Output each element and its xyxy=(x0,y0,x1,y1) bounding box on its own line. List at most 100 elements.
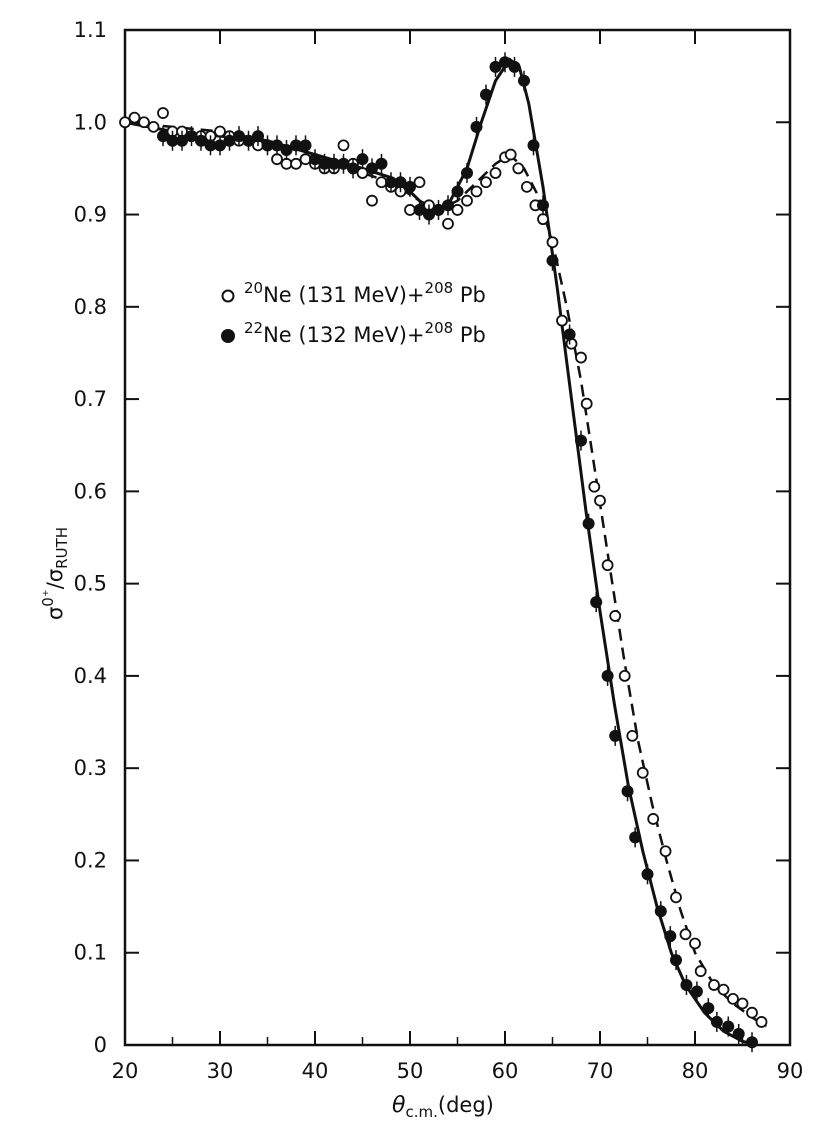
data-point-filled xyxy=(252,130,264,143)
data-point-open xyxy=(128,111,141,124)
plot-axes: 20 30 40 50 60 70 80 90 0 0.1 0.2 0.3 0.4 0.5 0.6 0.7 0.… xyxy=(74,18,804,1083)
data-point-open xyxy=(451,204,464,216)
legend-main-22: Ne (132 MeV)+ xyxy=(263,323,424,347)
data-point-open xyxy=(119,116,131,129)
data-point-filled xyxy=(328,157,340,170)
data-point-filled xyxy=(366,162,378,175)
data-point-filled xyxy=(280,143,293,156)
data-point-filled xyxy=(195,134,207,147)
data-point-filled xyxy=(575,434,587,447)
data-point-filled xyxy=(413,203,426,216)
data-point-open xyxy=(727,992,739,1005)
y-axis-slash: / xyxy=(43,581,67,589)
x-axis-symbol: θ xyxy=(392,1093,406,1118)
legend-label-ne20: 20Ne (131 MeV)+208 Pb xyxy=(244,279,486,307)
data-point-open xyxy=(147,120,160,133)
data-point-open xyxy=(271,153,283,166)
x-tick-label: 90 xyxy=(777,1059,804,1083)
y-tick-label: 0.5 xyxy=(74,572,107,596)
legend-end-22: Pb xyxy=(453,323,486,347)
data-point-filled xyxy=(722,1020,735,1033)
data-point-filled xyxy=(442,199,454,212)
data-point-filled xyxy=(404,180,416,193)
data-point-filled xyxy=(451,185,464,198)
data-point-open xyxy=(580,397,593,410)
data-point-open xyxy=(442,217,454,230)
data-point-filled xyxy=(337,157,350,170)
data-point-filled xyxy=(518,74,530,87)
data-point-open xyxy=(138,116,150,129)
data-point-filled xyxy=(629,831,642,844)
legend-iso-22: 22 xyxy=(244,319,263,337)
data-point-filled xyxy=(690,985,703,998)
y-tick-label: 0.3 xyxy=(74,756,107,780)
data-point-open xyxy=(504,148,517,161)
data-point-filled xyxy=(204,139,217,152)
y-axis-sub: RUTH xyxy=(53,527,71,569)
legend: 20Ne (131 MeV)+208 Pb 22Ne (132 MeV)+ 208… xyxy=(221,279,486,347)
data-point-filled xyxy=(702,1002,715,1015)
y-axis-sup: 0⁺ xyxy=(39,589,57,606)
legend-main-20: Ne (131 MeV)+ xyxy=(263,283,424,307)
data-points xyxy=(119,52,768,1053)
data-point-filled xyxy=(318,157,331,170)
data-point-open xyxy=(626,729,639,742)
y-tick-label: 0 xyxy=(94,1033,107,1057)
data-point-filled xyxy=(309,153,321,166)
x-tick-label: 80 xyxy=(682,1059,709,1083)
x-axis-rest: (deg) xyxy=(438,1093,494,1117)
y-tick-label: 1.0 xyxy=(74,110,107,134)
legend-marker-filled xyxy=(221,329,235,343)
x-tick-label: 50 xyxy=(397,1059,424,1083)
data-point-open xyxy=(594,494,606,507)
data-point-open xyxy=(679,928,692,941)
fit-curve-dashed xyxy=(124,121,767,1028)
data-point-filled xyxy=(299,139,312,152)
data-point-filled xyxy=(480,88,492,101)
data-point-filled xyxy=(582,517,595,530)
data-point-open xyxy=(480,176,492,189)
data-point-open xyxy=(708,979,720,991)
data-point-open xyxy=(214,125,226,138)
legend-iso2-20: 208 xyxy=(425,279,454,297)
data-point-filled xyxy=(375,157,388,170)
data-point-filled xyxy=(609,729,622,742)
data-point-filled xyxy=(590,596,603,609)
data-point-filled xyxy=(470,120,483,133)
data-point-filled xyxy=(185,130,198,143)
y-tick-label: 0.4 xyxy=(74,664,107,688)
data-point-open xyxy=(647,813,660,825)
x-tick-label: 70 xyxy=(587,1059,614,1083)
y-tick-label: 0.1 xyxy=(74,941,107,965)
data-point-open xyxy=(689,937,701,950)
data-point-open xyxy=(746,1006,758,1019)
data-point-open xyxy=(755,1016,768,1028)
data-point-open xyxy=(489,167,502,179)
y-tick-label: 1.1 xyxy=(74,18,107,42)
data-point-filled xyxy=(746,1036,758,1049)
data-point-filled xyxy=(641,868,654,881)
data-point-filled xyxy=(385,176,397,189)
data-point-open xyxy=(512,162,525,175)
x-axis-title: θc.m.(deg) xyxy=(392,1093,494,1121)
data-point-filled xyxy=(621,785,634,798)
data-point-open xyxy=(537,213,549,226)
data-point-filled xyxy=(489,60,502,73)
data-point-open xyxy=(659,845,672,858)
data-point-filled xyxy=(214,139,226,152)
x-tick-label: 20 xyxy=(112,1059,139,1083)
data-point-filled xyxy=(664,930,677,943)
data-point-open xyxy=(546,236,559,249)
data-point-filled xyxy=(432,203,445,216)
data-point-open xyxy=(609,610,622,622)
data-point-filled xyxy=(261,139,274,152)
data-point-filled xyxy=(176,134,188,147)
data-point-filled xyxy=(233,130,245,143)
data-point-open xyxy=(366,194,378,207)
data-point-open xyxy=(520,180,533,193)
data-point-filled xyxy=(242,134,255,147)
data-point-filled xyxy=(680,979,693,992)
data-point-open xyxy=(157,107,169,119)
data-point-filled xyxy=(394,176,407,189)
